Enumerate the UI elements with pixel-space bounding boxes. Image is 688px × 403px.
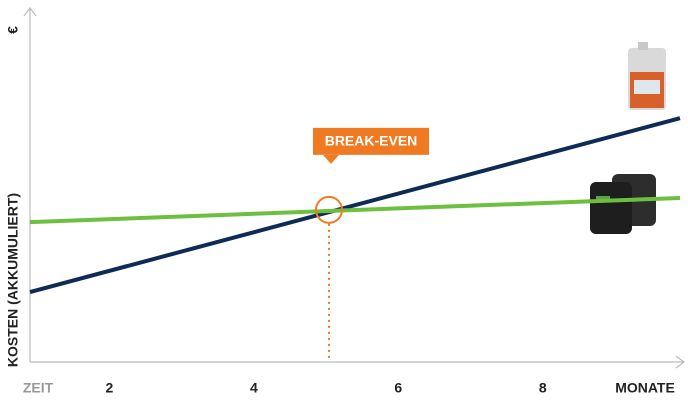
annotation-label: BREAK-EVEN (325, 133, 418, 149)
x-end-label: MONATE (615, 380, 675, 396)
x-tick-label: 8 (539, 380, 547, 396)
x-start-label: ZEIT (23, 380, 54, 396)
fuel-can-icon (628, 42, 666, 110)
battery-icon (590, 174, 656, 234)
y-unit: € (5, 26, 21, 34)
annotation-pointer (323, 155, 339, 164)
x-tick-label: 6 (394, 380, 402, 396)
y-axis-label: KOSTEN (AKKUMULIERT) (5, 193, 21, 367)
chart: KOSTEN (AKKUMULIERT) € ZEIT MONATE 2 4 6 8 B… (0, 0, 688, 403)
cost-line (30, 198, 680, 222)
x-tick-label: 4 (250, 380, 258, 396)
x-tick-label: 2 (106, 380, 114, 396)
